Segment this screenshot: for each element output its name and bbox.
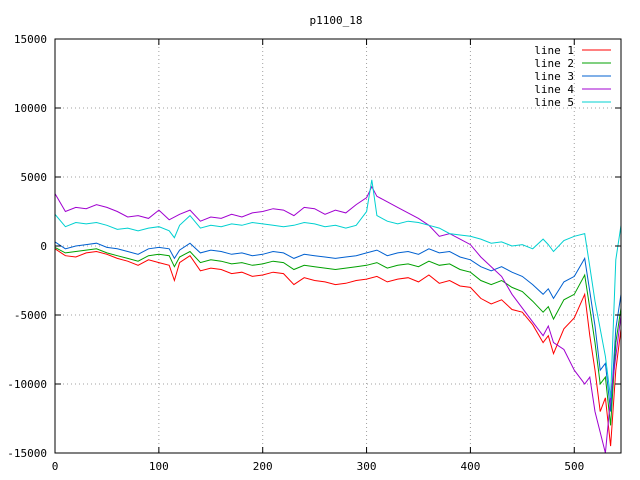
legend-label-2: line 2 (534, 57, 574, 70)
y-tick-label: -10000 (7, 378, 47, 391)
legend-label-3: line 3 (534, 70, 574, 83)
series-line-4 (55, 185, 621, 453)
y-tick-label: 10000 (14, 102, 47, 115)
legend-label-5: line 5 (534, 96, 574, 109)
x-tick-label: 300 (357, 460, 377, 473)
x-tick-label: 400 (460, 460, 480, 473)
series-line-1 (55, 248, 621, 447)
x-tick-label: 0 (52, 460, 59, 473)
series-line-5 (55, 179, 621, 398)
y-axis-ticks: -15000 -10000 -5000 0 5000 10000 15000 (7, 33, 621, 460)
grid (55, 39, 621, 453)
y-tick-label: -15000 (7, 447, 47, 460)
y-tick-label: 5000 (21, 171, 48, 184)
chart-title: p1100_18 (310, 14, 363, 27)
series-line-3 (55, 241, 621, 412)
series-line-2 (55, 246, 621, 426)
x-tick-label: 100 (149, 460, 169, 473)
x-tick-label: 200 (253, 460, 273, 473)
y-tick-label: -5000 (14, 309, 47, 322)
x-tick-label: 500 (564, 460, 584, 473)
legend-label-4: line 4 (534, 83, 574, 96)
series-layer (55, 179, 621, 453)
y-tick-label: 15000 (14, 33, 47, 46)
y-tick-label: 0 (40, 240, 47, 253)
x-axis-ticks: 0 100 200 300 400 500 (52, 39, 584, 473)
legend-label-1: line 1 (534, 44, 574, 57)
